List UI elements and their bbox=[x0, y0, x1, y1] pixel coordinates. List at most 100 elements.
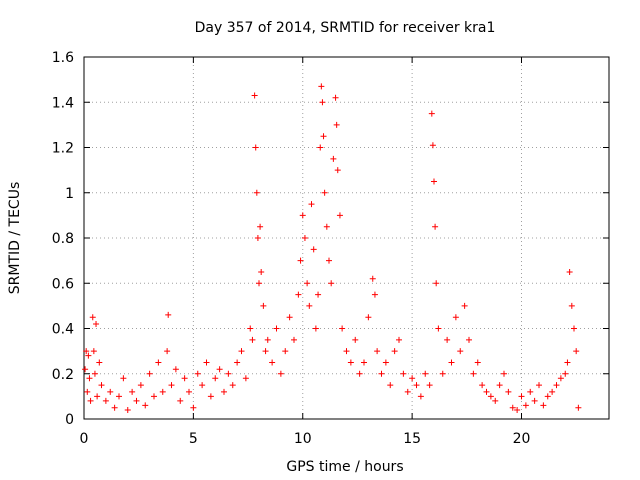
data-point bbox=[562, 370, 569, 377]
data-point bbox=[439, 370, 446, 377]
data-point bbox=[212, 375, 219, 382]
data-point bbox=[111, 404, 118, 411]
data-point bbox=[252, 144, 259, 151]
data-point bbox=[571, 325, 577, 332]
data-point bbox=[172, 366, 179, 373]
data-point bbox=[334, 167, 341, 174]
data-point bbox=[87, 397, 94, 404]
data-point bbox=[177, 397, 184, 404]
y-tick-label: 1.6 bbox=[52, 50, 74, 66]
data-point bbox=[96, 359, 103, 366]
data-point bbox=[378, 370, 385, 377]
x-axis-ticks: 0 5 10 15 20 bbox=[80, 57, 530, 447]
data-point bbox=[129, 388, 136, 395]
data-point bbox=[332, 94, 339, 101]
data-point bbox=[431, 178, 437, 185]
data-point bbox=[264, 336, 271, 343]
data-point bbox=[457, 348, 464, 355]
data-point bbox=[258, 268, 265, 275]
data-point bbox=[382, 359, 389, 366]
data-point bbox=[221, 388, 227, 395]
x-tick-label: 0 bbox=[80, 431, 89, 447]
data-point bbox=[328, 280, 335, 287]
y-tick-label: 0 bbox=[65, 412, 74, 428]
data-point bbox=[137, 382, 144, 389]
data-point bbox=[310, 246, 317, 253]
data-point bbox=[505, 388, 512, 395]
data-point bbox=[82, 366, 89, 373]
data-point bbox=[308, 201, 315, 208]
y-tick-label: 0.4 bbox=[52, 322, 74, 338]
data-point bbox=[277, 370, 284, 377]
data-point bbox=[301, 235, 308, 241]
data-point bbox=[553, 382, 560, 389]
data-point bbox=[479, 382, 486, 389]
data-point bbox=[496, 382, 503, 389]
data-point bbox=[253, 189, 260, 196]
data-point bbox=[318, 83, 325, 90]
data-point bbox=[186, 388, 192, 395]
data-point bbox=[492, 397, 499, 404]
data-point bbox=[470, 370, 477, 377]
data-point bbox=[432, 223, 439, 230]
data-point bbox=[573, 348, 580, 355]
data-point bbox=[93, 320, 100, 327]
data-point bbox=[286, 314, 293, 321]
data-point bbox=[544, 393, 551, 400]
data-point bbox=[256, 280, 262, 287]
data-point bbox=[527, 388, 534, 395]
data-point bbox=[254, 235, 261, 241]
data-point bbox=[369, 275, 376, 282]
data-point bbox=[501, 370, 507, 377]
data-point bbox=[461, 302, 468, 309]
data-point bbox=[146, 370, 153, 377]
data-point bbox=[323, 223, 330, 230]
data-point bbox=[333, 121, 340, 128]
data-point bbox=[199, 382, 206, 389]
x-tick-label: 15 bbox=[403, 431, 421, 447]
data-point bbox=[536, 382, 542, 389]
data-point bbox=[374, 348, 381, 355]
data-point bbox=[299, 212, 306, 219]
data-point bbox=[319, 99, 326, 106]
data-point bbox=[509, 404, 516, 411]
data-point bbox=[371, 291, 378, 298]
data-point bbox=[531, 397, 538, 404]
y-tick-label: 1.2 bbox=[52, 141, 74, 157]
data-point bbox=[575, 404, 582, 411]
data-point bbox=[339, 325, 346, 332]
data-point bbox=[91, 370, 98, 377]
data-point bbox=[326, 257, 332, 264]
data-point bbox=[409, 375, 416, 382]
data-point bbox=[336, 212, 343, 219]
data-point bbox=[514, 406, 521, 413]
data-point bbox=[466, 336, 472, 343]
data-point bbox=[257, 223, 264, 230]
data-point bbox=[426, 382, 433, 389]
data-point bbox=[361, 359, 367, 366]
data-point bbox=[282, 348, 289, 355]
data-point bbox=[247, 325, 254, 332]
data-point bbox=[164, 348, 171, 355]
data-point bbox=[168, 382, 175, 389]
data-point bbox=[89, 314, 96, 321]
data-point bbox=[262, 348, 269, 355]
data-point bbox=[249, 336, 256, 343]
data-point bbox=[429, 142, 436, 149]
data-point bbox=[356, 370, 363, 377]
y-axis-ticks: 0 0.2 0.4 0.6 0.8 1 1.2 1.4 1.6 bbox=[52, 50, 609, 428]
x-tick-label: 5 bbox=[189, 431, 198, 447]
data-point bbox=[151, 393, 157, 400]
data-point bbox=[90, 348, 97, 355]
data-point bbox=[347, 359, 354, 366]
data-point bbox=[474, 359, 481, 366]
data-point bbox=[159, 388, 166, 395]
data-point bbox=[540, 402, 547, 409]
data-point bbox=[155, 359, 162, 366]
y-tick-label: 1 bbox=[65, 186, 74, 202]
data-point bbox=[251, 92, 258, 99]
data-point bbox=[295, 291, 302, 298]
data-point bbox=[422, 370, 429, 377]
data-point bbox=[238, 348, 245, 355]
